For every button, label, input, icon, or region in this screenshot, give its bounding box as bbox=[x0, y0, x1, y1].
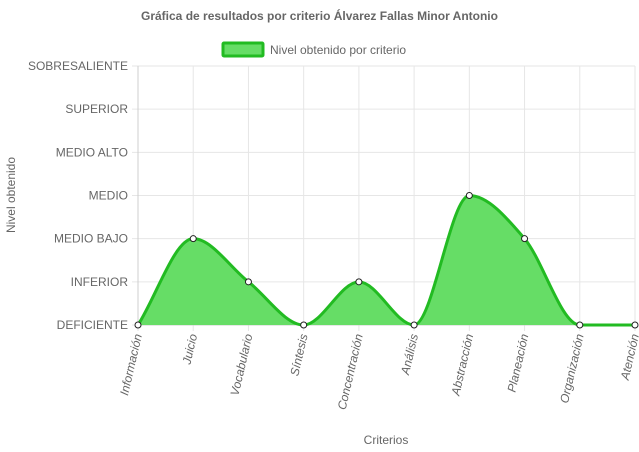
chart-title: Gráfica de resultados por criterio Álvar… bbox=[141, 8, 498, 23]
series-line bbox=[136, 194, 635, 327]
y-tick-label: SUPERIOR bbox=[65, 102, 128, 116]
x-tick-label: Atención bbox=[618, 332, 639, 382]
y-tick-label: SOBRESALIENTE bbox=[28, 59, 128, 73]
points bbox=[134, 192, 639, 329]
area-series bbox=[136, 194, 635, 327]
y-tick-label: MEDIO ALTO bbox=[56, 145, 128, 159]
data-point[interactable] bbox=[410, 321, 418, 329]
x-tick-label: Planeación bbox=[504, 332, 531, 393]
data-point[interactable] bbox=[465, 192, 473, 199]
data-point[interactable] bbox=[189, 235, 197, 243]
data-point[interactable] bbox=[300, 321, 308, 329]
legend-swatch bbox=[221, 41, 265, 58]
y-axis-label: Nivel obtenido bbox=[4, 157, 18, 233]
x-tick-label: Abstracción bbox=[448, 332, 476, 398]
y-tick-labels: DEFICIENTE INFERIOR MEDIO BAJO MEDIO MEDIO A… bbox=[28, 59, 128, 332]
y-tick-label: MEDIO bbox=[89, 189, 128, 203]
x-tick-label: Análisis bbox=[398, 333, 421, 377]
x-tick-label: Síntesis bbox=[287, 333, 310, 378]
legend-label: Nivel obtenido por criterio bbox=[270, 43, 406, 57]
data-point[interactable] bbox=[576, 321, 584, 329]
legend[interactable]: Nivel obtenido por criterio bbox=[221, 41, 406, 58]
x-tick-label: Información bbox=[117, 332, 145, 397]
data-point[interactable] bbox=[521, 235, 529, 243]
x-tick-label: Juicio bbox=[179, 332, 200, 366]
data-point[interactable] bbox=[134, 321, 142, 329]
x-tick-label: Concentración bbox=[335, 332, 366, 411]
data-point[interactable] bbox=[355, 278, 363, 286]
y-tick-label: MEDIO BAJO bbox=[54, 232, 128, 246]
x-tick-label: Organización bbox=[557, 332, 587, 404]
x-tick-labels: Información Juicio Vocabulario Síntesis Conc… bbox=[117, 332, 639, 411]
y-tick-label: DEFICIENTE bbox=[57, 318, 128, 332]
data-point[interactable] bbox=[244, 278, 252, 286]
y-tick-label: INFERIOR bbox=[71, 275, 129, 289]
x-axis-label: Criterios bbox=[364, 433, 409, 447]
area-fill bbox=[138, 195, 635, 325]
data-point[interactable] bbox=[631, 321, 639, 329]
x-tick-label: Vocabulario bbox=[228, 332, 256, 397]
